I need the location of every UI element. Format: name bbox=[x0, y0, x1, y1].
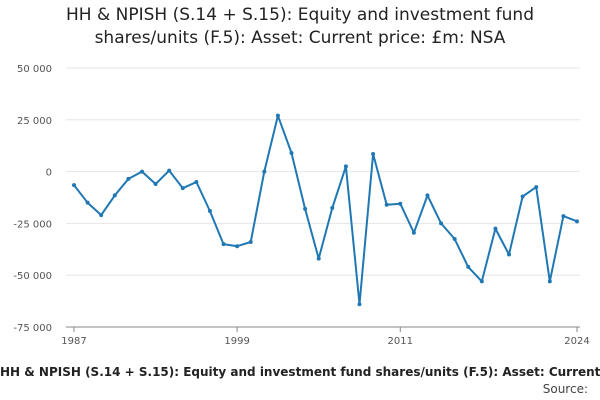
data-point bbox=[112, 193, 117, 198]
data-point bbox=[371, 151, 376, 156]
data-point bbox=[262, 169, 267, 174]
source-label: Source: bbox=[542, 382, 588, 396]
y-tick-label: 0 bbox=[46, 168, 52, 179]
chart-title: HH & NPISH (S.14 + S.15): Equity and inv… bbox=[0, 4, 600, 50]
data-point bbox=[126, 176, 131, 181]
data-point bbox=[303, 206, 308, 211]
x-tick-label: 2024 bbox=[564, 336, 589, 347]
data-point bbox=[289, 150, 294, 155]
data-point bbox=[343, 164, 348, 169]
data-point bbox=[221, 242, 226, 247]
data-point bbox=[534, 185, 539, 190]
series-line bbox=[73, 114, 578, 306]
data-point bbox=[439, 221, 444, 226]
x-tick-label: 2011 bbox=[388, 336, 413, 347]
gridlines bbox=[66, 67, 580, 328]
y-tick-label: -50 000 bbox=[13, 271, 52, 282]
data-point bbox=[207, 208, 212, 213]
data-point bbox=[452, 236, 457, 241]
x-tick-label: 1987 bbox=[61, 336, 86, 347]
chart-title-line-2: shares/units (F.5): Asset: Current price… bbox=[94, 28, 506, 48]
data-point bbox=[466, 264, 471, 269]
y-tick-label: -25 000 bbox=[13, 219, 52, 230]
data-point bbox=[561, 214, 566, 219]
data-point bbox=[520, 194, 525, 199]
data-point bbox=[411, 230, 416, 235]
data-point bbox=[398, 201, 403, 206]
data-point bbox=[384, 202, 389, 207]
data-point bbox=[139, 169, 144, 174]
y-tick-label: -75 000 bbox=[13, 323, 52, 334]
data-point bbox=[316, 256, 321, 261]
data-point bbox=[425, 193, 430, 198]
x-tick-label: 1999 bbox=[224, 336, 249, 347]
data-point bbox=[235, 244, 240, 249]
y-tick-label: 50 000 bbox=[17, 64, 52, 75]
x-axis-label: HH & NPISH (S.14 + S.15): Equity and inv… bbox=[0, 365, 600, 379]
data-point bbox=[275, 113, 280, 118]
data-point bbox=[547, 279, 552, 284]
data-point bbox=[153, 182, 158, 187]
data-point bbox=[85, 200, 90, 205]
data-point bbox=[357, 302, 362, 307]
data-point bbox=[507, 252, 512, 257]
data-point bbox=[194, 179, 199, 184]
y-tick-label: 25 000 bbox=[17, 116, 52, 127]
series-plot bbox=[72, 113, 579, 307]
chart-title-line-1: HH & NPISH (S.14 + S.15): Equity and inv… bbox=[66, 5, 534, 25]
data-point bbox=[330, 205, 335, 210]
y-axis: 50 000 25 000 0 -25 000 -50 000 -75 000 bbox=[13, 64, 52, 334]
data-point bbox=[167, 168, 172, 173]
data-point bbox=[248, 240, 253, 245]
data-point bbox=[493, 226, 498, 231]
x-axis: 1987 1999 2011 2024 bbox=[61, 326, 590, 347]
data-point bbox=[72, 183, 76, 188]
data-point bbox=[575, 219, 579, 224]
data-point bbox=[479, 279, 484, 284]
data-point bbox=[180, 186, 185, 191]
data-point bbox=[99, 213, 104, 218]
